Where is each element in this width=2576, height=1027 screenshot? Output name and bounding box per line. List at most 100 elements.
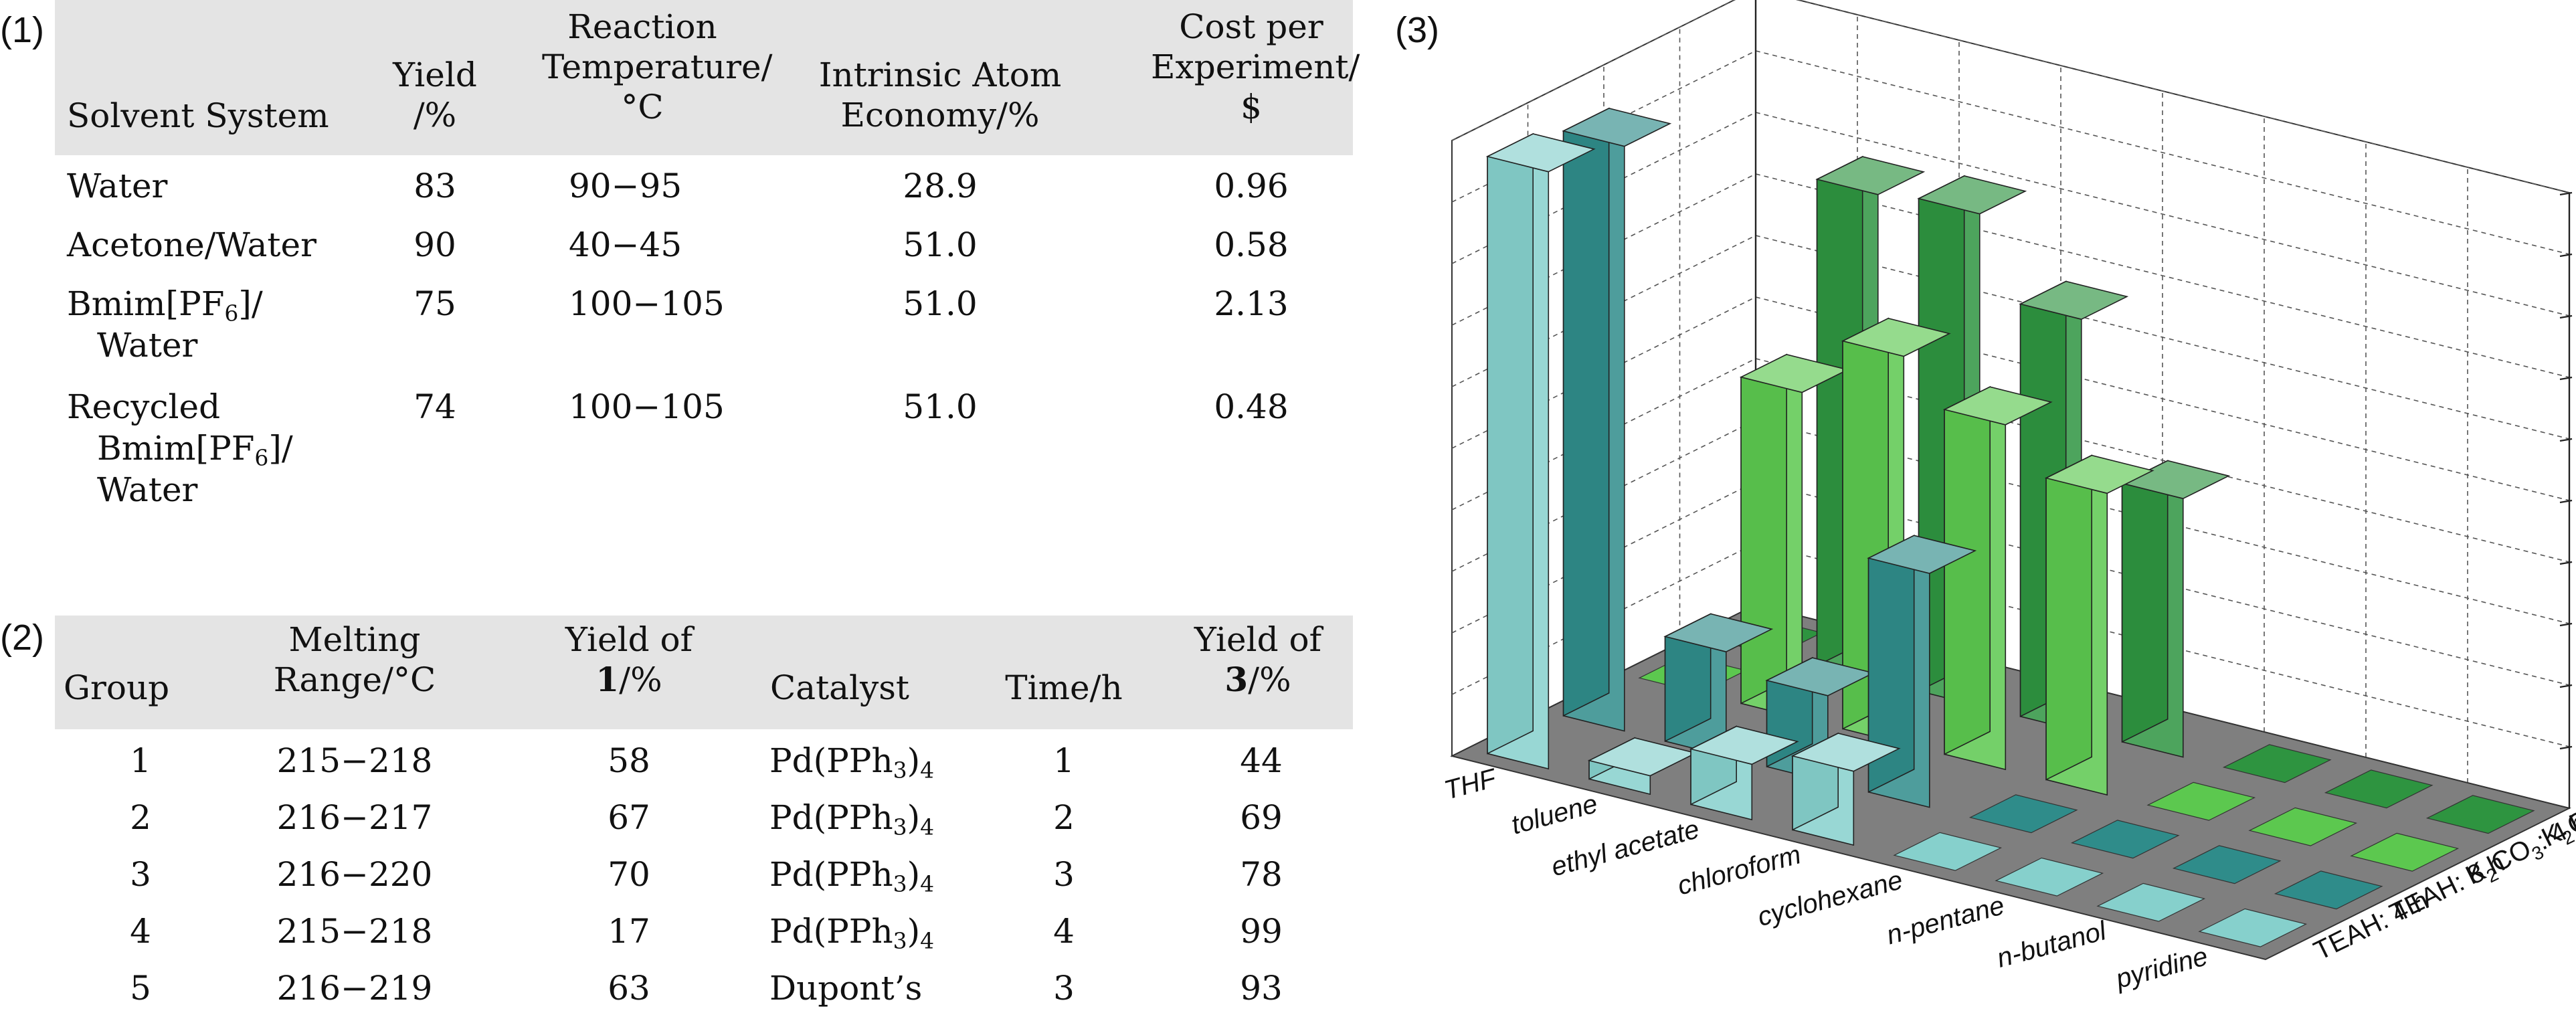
bar-face-side bbox=[1944, 385, 1991, 755]
t2-row4-catalyst-sub2: 4 bbox=[920, 927, 935, 954]
panel-label-1: (1) bbox=[0, 10, 44, 50]
table-2-header-band bbox=[55, 616, 1353, 729]
t2-row4-catalyst-a: Pd(PPh bbox=[769, 912, 893, 951]
bar bbox=[1790, 732, 1901, 846]
t2-row2-catalyst-sub: 3 bbox=[893, 814, 907, 840]
t1-row3-temp: 100−105 bbox=[569, 284, 725, 323]
z-tick bbox=[2559, 314, 2573, 319]
t1-row2-atom: 51.0 bbox=[903, 225, 978, 264]
bar-face-top bbox=[1790, 733, 1901, 772]
panel-label-3: (3) bbox=[1395, 10, 1439, 50]
t2-row2-time: 2 bbox=[1053, 798, 1075, 837]
bar-face-side bbox=[1562, 107, 1610, 717]
t1-row4-solvent-b2: ]/ bbox=[268, 429, 293, 468]
t1-row4-solvent: Recycled bbox=[67, 387, 221, 426]
bar bbox=[1562, 107, 1672, 732]
t1-row1-cost: 0.96 bbox=[1214, 167, 1289, 205]
t2-header-catalyst: Catalyst bbox=[770, 668, 909, 707]
t1-row2-cost: 0.58 bbox=[1214, 225, 1289, 264]
bar-face-top bbox=[1867, 535, 1977, 574]
bar bbox=[2044, 454, 2154, 796]
t2-header-yield3-b-line: 3/% bbox=[1164, 660, 1352, 700]
bar-face-top bbox=[2044, 454, 2154, 494]
t1-row3-solvent: Bmim[PF6]/ bbox=[67, 284, 263, 324]
t2-row4-yield1: 17 bbox=[608, 912, 650, 951]
t1-row3-solvent-line2: Water bbox=[97, 326, 198, 365]
t2-row1-catalyst-sub2: 4 bbox=[920, 757, 935, 783]
t2-row5-catalyst-a: Dupont’s bbox=[769, 969, 923, 1008]
t2-row5-melting: 216−219 bbox=[276, 969, 433, 1008]
t2-row1-group: 1 bbox=[130, 741, 151, 780]
t2-header-yield3: Yield of 3/% bbox=[1164, 620, 1352, 700]
t2-row1-yield1: 58 bbox=[608, 741, 650, 780]
floor-marker bbox=[2324, 769, 2433, 809]
solvent-label: toluene bbox=[1508, 789, 1600, 840]
floor-marker bbox=[2350, 832, 2460, 872]
t1-row3-solvent-a: Bmim[PF bbox=[67, 284, 225, 323]
t2-row1-catalyst: Pd(PPh3)4 bbox=[769, 741, 934, 781]
bar-face-side bbox=[1487, 132, 1534, 755]
bar-face-top bbox=[1815, 156, 1926, 195]
t1-row3-cost: 2.13 bbox=[1214, 284, 1289, 323]
t1-row1-atom: 28.9 bbox=[903, 167, 978, 205]
t2-header-yield1-c: /% bbox=[619, 660, 662, 699]
t2-row3-group: 3 bbox=[130, 855, 151, 894]
z-tick bbox=[2559, 438, 2573, 442]
bar-face-side bbox=[2045, 454, 2092, 781]
t2-row2-yield1: 67 bbox=[608, 798, 650, 837]
floor-marker bbox=[2146, 781, 2256, 821]
t2-header-melting: Melting Range/°C bbox=[273, 620, 436, 699]
t1-header-temp: Reaction Temperature/ °C bbox=[542, 7, 773, 126]
floor-marker bbox=[2096, 882, 2206, 922]
bar bbox=[1485, 132, 1596, 770]
t1-row2-solvent: Acetone/Water bbox=[67, 225, 316, 264]
z-tick bbox=[2559, 499, 2573, 504]
t2-row5-yield3: 93 bbox=[1240, 969, 1283, 1008]
t2-header-yield3-c: /% bbox=[1248, 660, 1291, 699]
t1-row4-temp: 100−105 bbox=[569, 387, 725, 426]
table-1: Solvent System Yield /% Reaction Tempera… bbox=[0, 0, 1365, 535]
t1-row2-temp: 40−45 bbox=[569, 225, 682, 264]
t1-row4-cost: 0.48 bbox=[1214, 387, 1289, 426]
t1-row3-yield: 75 bbox=[413, 284, 456, 323]
t1-row1-solvent: Water bbox=[67, 167, 168, 205]
t2-row3-yield3: 78 bbox=[1240, 855, 1283, 894]
t2-row4-time: 4 bbox=[1053, 912, 1075, 951]
bar bbox=[1587, 737, 1697, 796]
floor-marker bbox=[1968, 794, 2078, 834]
t1-header-yield: Yield /% bbox=[393, 56, 477, 134]
t2-row3-yield1: 70 bbox=[608, 855, 650, 894]
t1-header-cost: Cost per Experiment/ $ bbox=[1151, 7, 1360, 126]
t2-row2-yield3: 69 bbox=[1240, 798, 1283, 837]
t2-header-yield1: Yield of 1/% bbox=[529, 620, 729, 700]
t2-row4-catalyst-end: ) bbox=[907, 912, 921, 951]
t2-header-yield1-b-line: 1/% bbox=[529, 660, 729, 700]
t1-row1-yield: 83 bbox=[413, 167, 456, 205]
t2-row5-catalyst: Dupont’s bbox=[769, 968, 922, 1008]
bar-face-side bbox=[1740, 353, 1788, 705]
solvent-label: pyridine bbox=[2112, 941, 2211, 994]
t2-row5-time: 3 bbox=[1053, 969, 1075, 1008]
bar-face-top bbox=[1689, 725, 1799, 765]
bar-face-top bbox=[2019, 280, 2129, 320]
t1-header-solvent: Solvent System bbox=[67, 96, 329, 135]
t1-row4-yield: 74 bbox=[413, 387, 456, 426]
t2-row1-time: 1 bbox=[1053, 741, 1075, 780]
table-1-header-band bbox=[55, 0, 1353, 155]
solvent-label: n-butanol bbox=[1994, 916, 2110, 973]
table-2: Group Melting Range/°C Yield of 1/% Catal… bbox=[0, 602, 1365, 1027]
conversion-3d-bar-chart: 102030405060708090100Conversion /%THFtol… bbox=[1441, 0, 2576, 994]
floor-marker bbox=[2198, 908, 2308, 947]
bar-face-top bbox=[1942, 386, 2053, 426]
t2-header-yield3-b: 3 bbox=[1224, 660, 1249, 699]
t2-row5-group: 5 bbox=[130, 969, 151, 1008]
t2-row2-group: 2 bbox=[130, 798, 151, 837]
bar-face-top bbox=[1485, 133, 1596, 173]
t1-row4-solvent-b: Bmim[PF bbox=[97, 429, 255, 468]
t1-row4-solvent-line2: Bmim[PF6]/ bbox=[97, 428, 293, 468]
t1-row4-solvent-line3: Water bbox=[97, 470, 198, 509]
t2-header-group: Group bbox=[64, 668, 170, 707]
t2-row2-catalyst-a: Pd(PPh bbox=[769, 798, 893, 837]
t2-row3-melting: 216−220 bbox=[276, 855, 433, 894]
t2-row3-time: 3 bbox=[1053, 855, 1075, 894]
